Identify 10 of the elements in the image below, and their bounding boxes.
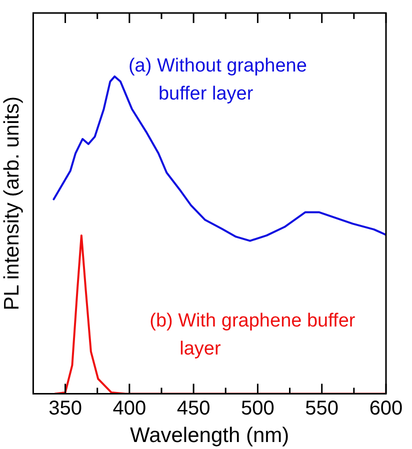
x-tick-label: 350 bbox=[48, 397, 82, 420]
x-axis-title: Wavelength (nm) bbox=[130, 424, 290, 448]
series-label: (a) Without graphene buffer layer bbox=[128, 56, 307, 105]
x-tick-label: 600 bbox=[369, 397, 403, 420]
series-label: (b) With graphene buffer layer bbox=[150, 310, 356, 360]
x-tick-label: 400 bbox=[112, 397, 146, 420]
x-tick-label: 450 bbox=[176, 397, 210, 420]
x-tick-label: 500 bbox=[241, 397, 274, 420]
y-axis-title: PL intensity (arb. units) bbox=[0, 96, 24, 310]
x-tick-label: 550 bbox=[305, 397, 339, 420]
